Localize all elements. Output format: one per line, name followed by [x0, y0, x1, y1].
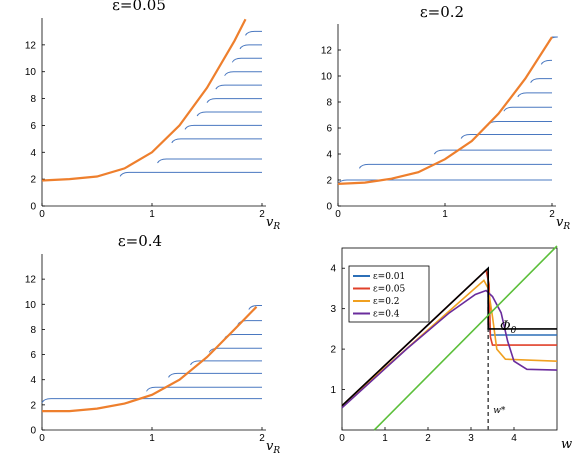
y-tick-label: 8	[30, 94, 36, 105]
y-tick-label: 12	[25, 275, 37, 286]
x-tick-label: 1	[382, 433, 388, 444]
x-axis-label: vR	[266, 215, 280, 232]
y-tick-label: 3	[330, 304, 336, 315]
x-tick-label: 1	[149, 209, 155, 220]
x-tick-label: 3	[468, 433, 474, 444]
y-tick-label: 0	[30, 426, 36, 437]
branch-line	[231, 57, 262, 63]
series-line	[341, 266, 557, 407]
x-tick-label: 2	[549, 209, 555, 220]
branch-line	[530, 78, 552, 83]
branch-line	[245, 30, 262, 36]
x-tick-label: 1	[149, 433, 155, 444]
y-tick-label: 6	[30, 121, 36, 132]
x-axis-label: w	[561, 437, 572, 452]
panel-phi-vs-w: 0 1 2 3 4 1 2 3 4 w w* Φ0 ε=0.01 ε=0.05 ε=0.2 ε=0.4	[330, 245, 572, 452]
y-tick-label: 8	[30, 325, 36, 336]
legend-label: ε=0.4	[373, 310, 400, 320]
series-line	[341, 279, 558, 407]
y-tick-label: 10	[321, 72, 333, 83]
branch-line	[206, 98, 262, 103]
y-tick-label: 10	[25, 300, 37, 311]
panel-title: ε=0.2	[420, 3, 464, 21]
branch-line	[215, 84, 262, 90]
branch-line	[503, 106, 552, 112]
y-tick-label: 2	[30, 175, 36, 186]
legend-label: ε=0.2	[373, 297, 400, 307]
y-tick-label: 0	[30, 202, 36, 213]
curve-line	[42, 306, 258, 413]
x-tick-label: 0	[339, 433, 345, 444]
x-tick-label: 0	[39, 209, 45, 220]
legend-label: ε=0.01	[373, 272, 405, 282]
y-tick-label: 8	[326, 98, 332, 109]
series-line	[341, 289, 558, 409]
series-line	[373, 245, 558, 431]
y-tick-label: 2	[326, 176, 332, 187]
branch-line	[239, 44, 262, 50]
branch-line	[540, 59, 552, 65]
branch-line	[41, 398, 262, 403]
branch-line	[190, 360, 262, 366]
y-tick-label: 2	[330, 345, 336, 356]
y-tick-label: 10	[25, 67, 37, 78]
branch-line	[171, 138, 262, 144]
y-tick-label: 4	[30, 148, 36, 159]
y-tick-label: 4	[326, 150, 332, 161]
y-tick-label: 12	[25, 40, 37, 51]
x-tick-label: 2	[425, 433, 431, 444]
branch-line	[460, 134, 552, 139]
plot-frame	[341, 247, 558, 431]
branch-line	[358, 163, 552, 169]
x-tick-label: 0	[39, 433, 45, 444]
phi-label: Φ0	[500, 319, 517, 336]
x-tick-label: 4	[511, 433, 517, 444]
branch-line	[433, 149, 552, 155]
y-tick-label: 4	[30, 375, 36, 386]
x-tick-label: 0	[335, 209, 341, 220]
y-tick-label: 4	[330, 264, 336, 275]
branch-line	[184, 124, 262, 130]
branch-line	[146, 386, 262, 392]
y-tick-label: 6	[326, 124, 332, 135]
branch-line	[224, 71, 262, 76]
panel-title: ε=0.05	[112, 0, 166, 14]
w-star-label: w*	[493, 406, 506, 416]
y-tick-label: 6	[30, 350, 36, 361]
branch-line	[168, 372, 262, 378]
branch-line	[248, 305, 262, 310]
legend: ε=0.01 ε=0.05 ε=0.2 ε=0.4	[348, 265, 430, 323]
branch-line	[157, 158, 262, 164]
legend-label: ε=0.05	[373, 285, 406, 295]
panel-title: ε=0.4	[118, 232, 162, 250]
x-tick-label: 1	[442, 209, 448, 220]
y-tick-label: 2	[30, 400, 36, 411]
x-tick-label: 2	[259, 209, 265, 220]
branch-line	[517, 92, 552, 98]
y-tick-label: 1	[330, 385, 336, 396]
branch-line	[119, 171, 262, 177]
branch-line	[196, 111, 262, 117]
curve-line	[337, 36, 553, 185]
x-tick-label: 2	[259, 433, 265, 444]
curve-line	[41, 18, 247, 182]
branch-line	[208, 347, 262, 353]
x-axis-label: vR	[556, 215, 570, 232]
x-axis-label: vR	[266, 439, 280, 454]
branch-line	[487, 121, 552, 126]
y-tick-label: 0	[326, 202, 332, 213]
y-tick-label: 12	[321, 46, 333, 57]
